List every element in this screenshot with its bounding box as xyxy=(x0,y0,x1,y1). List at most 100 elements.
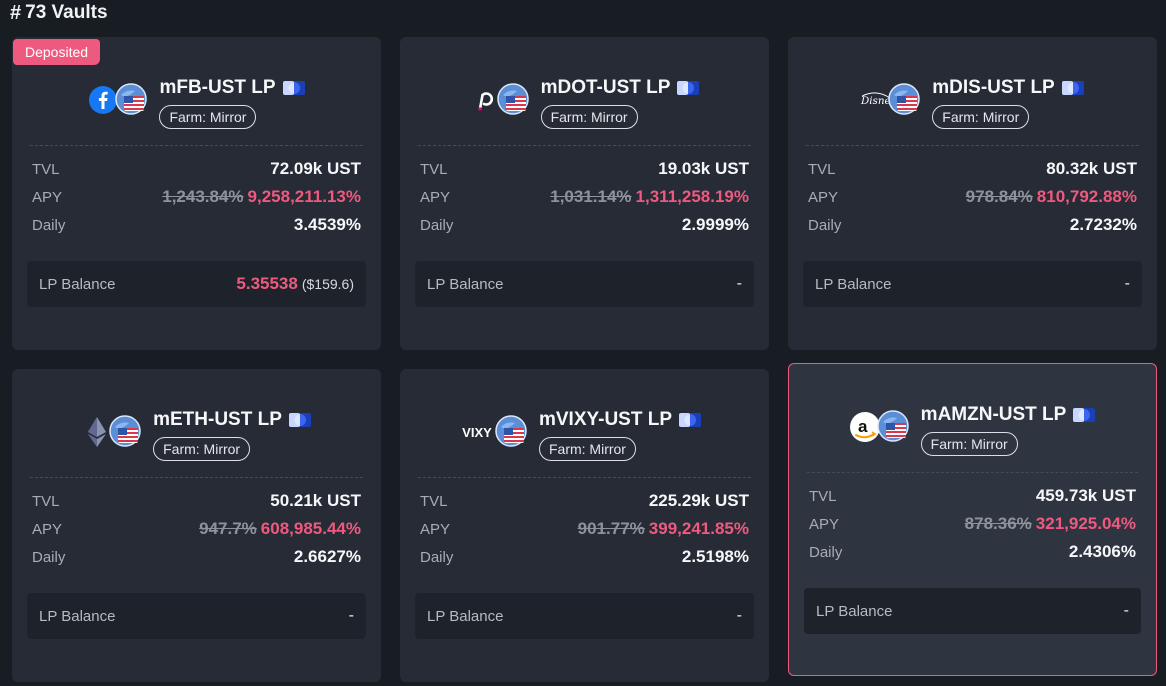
terra-icon xyxy=(679,413,702,427)
daily-value: 2.7232% xyxy=(1069,215,1137,234)
farm-tag: Farm: Mirror xyxy=(159,105,257,129)
ust-globe-icon xyxy=(115,83,148,115)
tvl-value: 459.73k UST xyxy=(1035,486,1136,505)
vault-name: mFB-UST LP xyxy=(159,77,276,98)
token-pair-icons: a xyxy=(849,408,911,444)
ust-globe-icon xyxy=(495,415,527,447)
farm-tag: Farm: Mirror xyxy=(540,105,638,129)
lp-balance-box: LP Balance - xyxy=(415,593,754,639)
apy-new-value: 399,241.85% xyxy=(648,519,749,538)
svg-text:Disney: Disney xyxy=(860,95,892,107)
daily-label: Daily xyxy=(32,217,66,234)
tvl-value: 225.29k UST xyxy=(648,491,749,510)
lp-balance-empty: - xyxy=(1123,602,1129,619)
vault-card-mfb-ust[interactable]: Deposited mFB-UST LP Farm: Mirror TVL 72… xyxy=(12,37,381,350)
divider xyxy=(418,477,751,478)
apy-old-value: 978.84% xyxy=(965,187,1033,206)
daily-value: 2.4306% xyxy=(1068,542,1136,561)
vault-stats: TVL 80.32k UST APY 978.84% 810,792.88% Da… xyxy=(808,159,1137,243)
tvl-label: TVL xyxy=(809,488,837,505)
vault-name: mETH-UST LP xyxy=(153,409,282,430)
terra-icon xyxy=(677,81,700,95)
lp-balance-box: LP Balance - xyxy=(27,593,366,639)
apy-new-value: 9,258,211.13% xyxy=(247,187,361,206)
daily-label: Daily xyxy=(808,217,842,234)
vault-stats: TVL 19.03k UST APY 1,031.14% 1,311,258.19… xyxy=(420,159,749,243)
daily-value: 2.6627% xyxy=(293,547,361,566)
apy-new-value: 1,311,258.19% xyxy=(635,187,749,206)
vault-card-meth-ust[interactable]: mETH-UST LP Farm: Mirror TVL 50.21k UST … xyxy=(12,369,381,682)
vault-header: VIXY mVIXY-UST LP Farm: Mirror xyxy=(400,407,769,461)
lp-balance-label: LP Balance xyxy=(39,275,116,293)
vault-header: Disney mDIS-UST LP Farm: Mirror xyxy=(788,75,1157,129)
tvl-label: TVL xyxy=(32,493,60,510)
vault-name: mVIXY-UST LP xyxy=(538,409,673,430)
apy-old-value: 1,243.84% xyxy=(162,187,244,206)
ust-globe-icon xyxy=(876,410,909,442)
vault-count: 73 Vaults xyxy=(25,2,108,23)
lp-balance-value: - xyxy=(737,607,742,625)
apy-label: APY xyxy=(808,189,839,206)
lp-balance-label: LP Balance xyxy=(816,602,893,620)
lp-balance-empty: - xyxy=(736,607,742,624)
token-pair-icons: Disney xyxy=(860,81,922,117)
vault-header: a mAMZN-UST LP Farm: Mirror xyxy=(789,402,1156,456)
lp-balance-empty: - xyxy=(736,275,742,292)
vault-stats: TVL 459.73k UST APY 878.36% 321,925.04% D… xyxy=(809,486,1136,570)
tvl-value: 19.03k UST xyxy=(658,159,749,178)
tvl-label: TVL xyxy=(32,161,60,178)
divider xyxy=(418,145,751,146)
apy-old-value: 901.77% xyxy=(577,519,645,538)
daily-value: 3.4539% xyxy=(293,215,361,234)
divider xyxy=(30,145,363,146)
apy-old-value: 878.36% xyxy=(964,514,1032,533)
terra-icon xyxy=(288,413,311,427)
apy-label: APY xyxy=(32,189,63,206)
vault-card-mdis-ust[interactable]: Disney mDIS-UST LP Farm: Mirror TVL 80.3… xyxy=(788,37,1157,350)
apy-label: APY xyxy=(32,521,63,538)
lp-balance-amount: 5.35538 xyxy=(236,274,298,293)
vault-card-mamzn-ust[interactable]: a mAMZN-UST LP Farm: Mirror TVL 459.73k … xyxy=(788,363,1157,676)
vault-name: mDOT-UST LP xyxy=(540,77,671,98)
apy-new-value: 321,925.04% xyxy=(1035,514,1136,533)
daily-value: 2.9999% xyxy=(681,215,749,234)
vault-header: mDOT-UST LP Farm: Mirror xyxy=(400,75,769,129)
farm-tag: Farm: Mirror xyxy=(538,437,636,461)
daily-label: Daily xyxy=(32,549,66,566)
vault-header: mFB-UST LP Farm: Mirror xyxy=(12,75,381,129)
tvl-value: 80.32k UST xyxy=(1046,159,1137,178)
token-pair-icons xyxy=(81,413,143,449)
lp-balance-box: LP Balance - xyxy=(803,261,1142,307)
apy-new-value: 608,985.44% xyxy=(260,519,361,538)
tvl-label: TVL xyxy=(420,161,448,178)
lp-balance-value: - xyxy=(349,607,354,625)
terra-icon xyxy=(282,81,305,95)
daily-value: 2.5198% xyxy=(681,547,749,566)
apy-old-value: 947.7% xyxy=(199,519,257,538)
daily-label: Daily xyxy=(420,217,454,234)
farm-tag: Farm: Mirror xyxy=(920,432,1018,456)
vault-header: mETH-UST LP Farm: Mirror xyxy=(12,407,381,461)
daily-label: Daily xyxy=(809,544,843,561)
tvl-label: TVL xyxy=(808,161,836,178)
apy-old-value: 1,031.14% xyxy=(550,187,632,206)
lp-balance-empty: - xyxy=(348,607,354,624)
divider xyxy=(807,472,1138,473)
apy-new-value: 810,792.88% xyxy=(1036,187,1137,206)
amazon-icon: a xyxy=(849,411,881,443)
svg-text:a: a xyxy=(858,417,868,436)
lp-balance-label: LP Balance xyxy=(815,275,892,293)
lp-balance-value: 5.35538 ($159.6) xyxy=(236,274,354,294)
ust-globe-icon xyxy=(496,83,529,115)
vault-stats: TVL 50.21k UST APY 947.7% 608,985.44% Dai… xyxy=(32,491,361,575)
terra-icon xyxy=(1061,81,1084,95)
vault-card-mdot-ust[interactable]: mDOT-UST LP Farm: Mirror TVL 19.03k UST … xyxy=(400,37,769,350)
hash-icon: # xyxy=(10,1,22,24)
vault-stats: TVL 225.29k UST APY 901.77% 399,241.85% D… xyxy=(420,491,749,575)
vixy-label: VIXY xyxy=(462,424,492,440)
ust-globe-icon xyxy=(888,83,921,115)
vault-card-mvixy-ust[interactable]: VIXY mVIXY-UST LP Farm: Mirror TVL 225.2… xyxy=(400,369,769,682)
lp-balance-box: LP Balance - xyxy=(804,588,1141,634)
apy-label: APY xyxy=(809,516,840,533)
page-title: # 73 Vaults xyxy=(10,0,108,26)
